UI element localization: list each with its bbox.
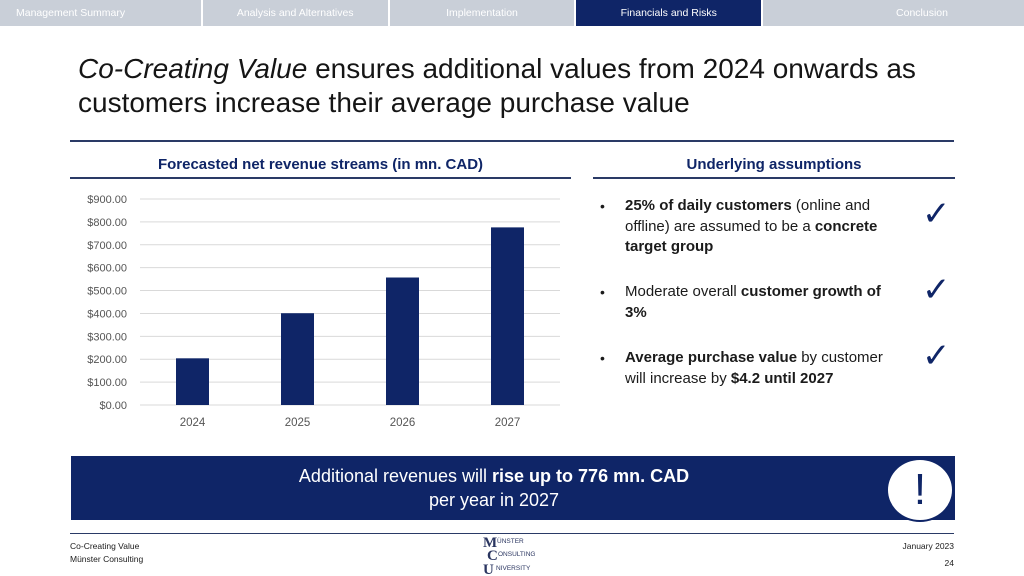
x-tick-label: 2026 (390, 417, 416, 429)
assumptions-section-divider (593, 177, 955, 179)
title-divider (70, 140, 954, 142)
y-tick-label: $800.00 (87, 217, 127, 229)
munster-consulting-logo: M ÜNSTER C ONSULTING U NIVERSITY (483, 535, 535, 576)
assumption-text: Moderate overall customer growth of 3% (625, 283, 881, 321)
checkmark-icon: ✓ (922, 336, 951, 376)
section-nav: Management Summary Analysis and Alternat… (0, 0, 1024, 26)
assumptions-section-header: Underlying assumptions (686, 156, 862, 173)
tab-conclusion[interactable]: Conclusion (763, 0, 1024, 26)
svg-text:ONSULTING: ONSULTING (498, 551, 535, 558)
y-tick-label: $0.00 (99, 400, 127, 412)
svg-text:U: U (483, 562, 494, 576)
footer-divider (70, 533, 954, 534)
exclamation-icon: ! (886, 458, 954, 522)
title-italic: Co-Creating Value (78, 53, 308, 84)
chart-section-header: Forecasted net revenue streams (in mn. C… (157, 156, 484, 173)
assumption-text: Average purchase value by customer will … (625, 349, 883, 387)
bar-2024 (176, 358, 209, 405)
checkmark-icon: ✓ (922, 270, 951, 310)
y-tick-label: $100.00 (87, 377, 127, 389)
page-number: 24 (944, 558, 954, 568)
checkmark-icon: ✓ (922, 194, 951, 234)
bar-2026 (386, 277, 419, 405)
x-tick-label: 2024 (180, 417, 206, 429)
bar-2025 (281, 313, 314, 405)
assumption-text: 25% of daily customers (online and offli… (625, 197, 878, 255)
y-tick-label: $500.00 (87, 286, 127, 298)
x-tick-label: 2027 (495, 417, 521, 429)
y-tick-label: $200.00 (87, 354, 127, 366)
tab-management-summary[interactable]: Management Summary (0, 0, 201, 26)
tab-analysis-alternatives[interactable]: Analysis and Alternatives (202, 0, 388, 26)
title-rest: ensures additional values from 2024 onwa… (78, 53, 916, 118)
svg-text:C: C (487, 548, 498, 564)
y-tick-label: $400.00 (87, 308, 127, 320)
bar-2027 (491, 227, 524, 405)
bullet: • (600, 284, 605, 300)
x-tick-label: 2025 (285, 417, 311, 429)
footer-project-name: Co-Creating Value (70, 541, 140, 551)
svg-text:M: M (483, 535, 497, 551)
chart-section-divider (70, 177, 571, 179)
y-tick-label: $300.00 (87, 331, 127, 343)
svg-text:ÜNSTER: ÜNSTER (497, 537, 524, 545)
svg-text:NIVERSITY: NIVERSITY (496, 565, 531, 572)
y-tick-label: $700.00 (87, 240, 127, 252)
key-takeaway-banner: Additional revenues will rise up to 776 … (71, 456, 955, 520)
footer-right: January 2023 24 (902, 538, 954, 572)
page-title: Co-Creating Value ensures additional val… (78, 52, 958, 120)
tab-financials-risks[interactable]: Financials and Risks (576, 0, 762, 26)
footer-left: Co-Creating Value Münster Consulting (70, 540, 143, 566)
bullet: • (600, 350, 605, 366)
tab-implementation[interactable]: Implementation (389, 0, 575, 26)
footer-company-name: Münster Consulting (70, 554, 144, 564)
y-tick-label: $600.00 (87, 263, 127, 275)
bullet: • (600, 198, 605, 214)
footer-date: January 2023 (902, 541, 954, 551)
y-tick-label: $900.00 (87, 194, 127, 206)
banner-text: Additional revenues will rise up to 776 … (298, 466, 690, 510)
revenue-bar-chart: $0.00 $100.00 $200.00 $300.00 $400.00 $500.00… (87, 194, 560, 429)
